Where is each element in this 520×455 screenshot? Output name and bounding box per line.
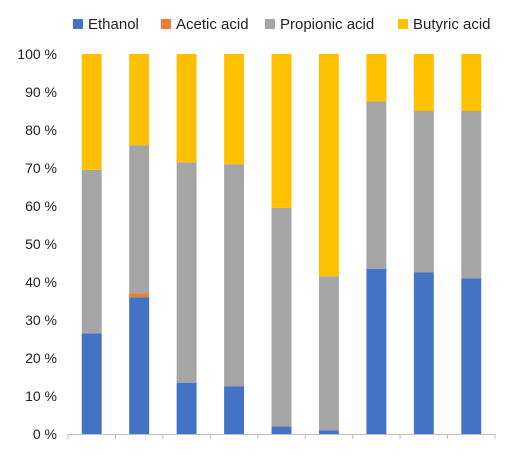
y-tick-label: 80 % <box>25 122 57 138</box>
y-tick-label: 30 % <box>25 312 57 328</box>
y-tick-label: 20 % <box>25 350 57 366</box>
bar-segment-ethanol <box>81 333 102 434</box>
bar-segment-butyric-acid <box>129 54 150 146</box>
bar-segment-acetic-acid <box>129 293 150 298</box>
bar-segment-propionic-acid <box>366 101 387 269</box>
bar-segment-butyric-acid <box>366 54 387 102</box>
y-tick-label: 50 % <box>25 236 57 252</box>
bar-segment-propionic-acid <box>413 111 434 273</box>
bar-segment-ethanol <box>176 382 197 434</box>
bar-segment-propionic-acid <box>271 207 292 427</box>
bar-segment-ethanol <box>366 268 387 434</box>
bar-segment-propionic-acid <box>176 162 197 383</box>
bar-series <box>81 54 482 434</box>
bar-segment-butyric-acid <box>224 54 245 165</box>
bar-segment-ethanol <box>271 426 292 434</box>
bar-segment-butyric-acid <box>176 54 197 163</box>
y-tick-label: 60 % <box>25 198 57 214</box>
y-tick-label: 0 % <box>33 426 57 442</box>
bar-segment-propionic-acid <box>129 145 150 294</box>
x-axis <box>67 434 496 439</box>
bar-segment-ethanol <box>224 386 245 434</box>
y-axis: 0 % 10 % 20 % 30 % 40 % 50 % 60 % 70 % 80 % 90 % 1… <box>17 46 57 442</box>
bar-segment-butyric-acid <box>271 54 292 208</box>
legend-swatch <box>161 19 171 29</box>
bar-segment-propionic-acid <box>81 169 102 334</box>
chart-legend: Ethanol Acetic acid Propionic acid Butyric … <box>73 16 491 33</box>
bar-segment-ethanol <box>413 272 434 434</box>
legend-label: Ethanol <box>88 16 139 33</box>
y-tick-label: 40 % <box>25 274 57 290</box>
bar-segment-propionic-acid <box>318 276 339 431</box>
bar-segment-butyric-acid <box>318 54 339 277</box>
bar-segment-ethanol <box>318 430 339 434</box>
bar-segment-butyric-acid <box>461 54 482 111</box>
y-tick-label: 10 % <box>25 388 57 404</box>
bar-segment-ethanol <box>461 278 482 434</box>
bar-segment-propionic-acid <box>461 111 482 279</box>
legend-swatch <box>73 19 83 29</box>
y-tick-label: 90 % <box>25 84 57 100</box>
legend-label: Acetic acid <box>176 16 249 33</box>
bar-segment-butyric-acid <box>81 54 102 170</box>
legend-swatch <box>398 19 408 29</box>
bar-segment-ethanol <box>129 297 150 434</box>
y-tick-label: 100 % <box>17 46 57 62</box>
legend-label: Butyric acid <box>413 16 491 33</box>
y-tick-label: 70 % <box>25 160 57 176</box>
bar-segment-butyric-acid <box>413 54 434 111</box>
bar-segment-propionic-acid <box>224 164 245 387</box>
legend-label: Propionic acid <box>280 16 374 33</box>
legend-swatch <box>265 19 275 29</box>
